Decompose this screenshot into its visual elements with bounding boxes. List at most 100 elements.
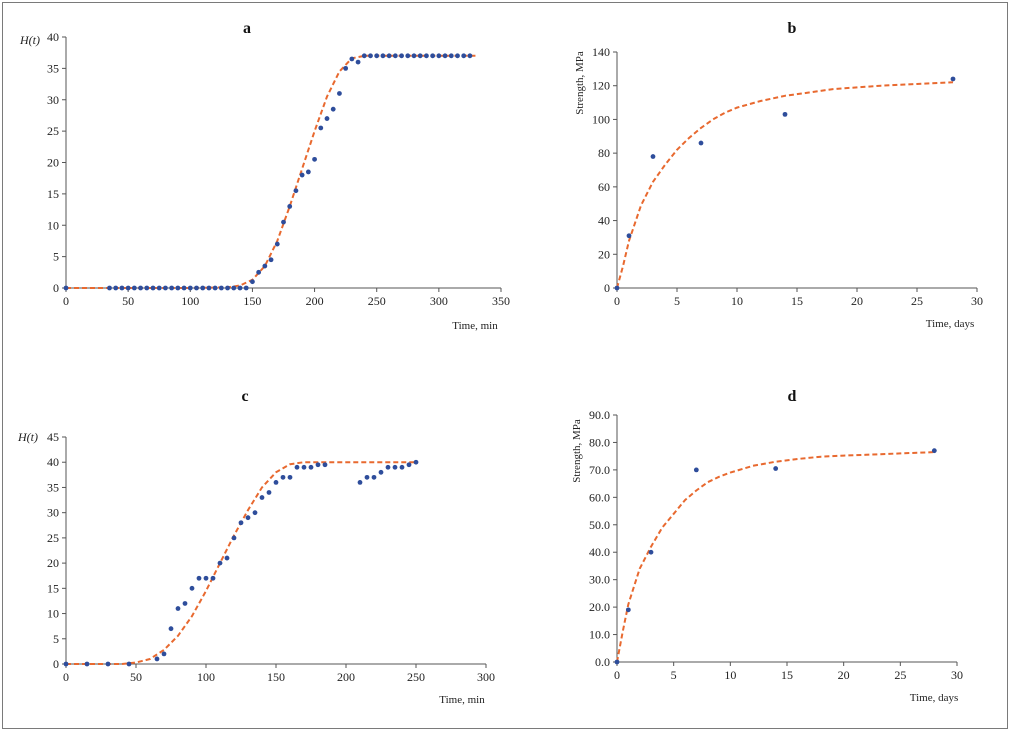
data-point <box>243 285 249 291</box>
x-tick-label: 300 <box>430 294 448 308</box>
data-point <box>273 480 279 485</box>
panel-c-label: c <box>241 388 248 405</box>
x-tick-label: 10 <box>731 294 743 308</box>
data-point <box>189 585 195 591</box>
data-point <box>385 464 391 470</box>
x-tick-label: 25 <box>894 668 906 682</box>
panel-d-ylabel: Strength, MPa <box>571 419 583 483</box>
x-tick-label: 350 <box>492 294 510 308</box>
data-point <box>231 535 237 541</box>
model-fit-line <box>66 54 477 289</box>
data-point <box>274 241 280 247</box>
data-point <box>144 285 150 291</box>
data-point <box>231 285 237 291</box>
data-point <box>196 575 202 581</box>
panel-c-xlabel: Time, min <box>439 694 485 706</box>
panel-d-label: d <box>788 388 797 405</box>
data-point <box>467 53 473 59</box>
data-point <box>281 219 286 225</box>
y-tick-label: 25 <box>47 531 59 545</box>
data-point <box>614 285 620 291</box>
panel-b-label: b <box>788 20 797 37</box>
data-point <box>161 651 167 657</box>
y-tick-label: 60.0 <box>589 490 610 504</box>
y-tick-label: 20 <box>598 247 610 261</box>
data-point <box>343 65 349 71</box>
data-point <box>392 464 398 470</box>
y-tick-label: 40 <box>47 30 59 44</box>
panel-d: d Strength, MPa Time, days 0.0 10.0 20.0 30… <box>571 388 963 704</box>
data-point <box>138 285 143 291</box>
panel-b-plot: 0 20 40 60 80 100 120 140 0 5 10 15 20 25 30 <box>592 45 983 308</box>
panel-a-label: a <box>243 20 251 37</box>
x-tick-label: 0 <box>614 294 620 308</box>
panel-b-ylabel: Strength, MPa <box>574 51 586 115</box>
data-point <box>626 233 632 239</box>
x-tick-label: 50 <box>130 670 142 684</box>
x-tick-label: 100 <box>197 670 215 684</box>
x-tick-label: 20 <box>838 668 850 682</box>
y-tick-label: 45 <box>47 430 59 444</box>
data-point <box>782 111 788 117</box>
x-tick-label: 25 <box>911 294 923 308</box>
data-point <box>368 53 373 59</box>
x-tick-label: 50 <box>122 294 134 308</box>
y-tick-label: 100 <box>592 112 610 126</box>
model-fit-line <box>66 461 416 665</box>
x-tick-label: 20 <box>851 294 863 308</box>
data-point <box>448 53 454 59</box>
data-point <box>181 285 187 291</box>
y-tick-label: 5 <box>53 250 59 264</box>
data-point <box>315 462 321 468</box>
data-point <box>411 53 417 59</box>
data-point <box>650 154 656 159</box>
data-point <box>392 53 398 59</box>
data-point <box>113 285 119 291</box>
data-point <box>693 467 699 473</box>
model-fit-line <box>616 451 935 663</box>
data-point <box>349 56 355 62</box>
data-point <box>374 53 380 59</box>
y-tick-label: 25 <box>47 124 59 138</box>
data-point <box>312 156 317 162</box>
y-tick-label: 80.0 <box>589 435 610 449</box>
data-point <box>150 285 156 291</box>
y-tick-label: 20.0 <box>589 600 610 614</box>
x-tick-label: 5 <box>674 294 680 308</box>
data-point <box>413 459 419 465</box>
y-tick-label: 50.0 <box>589 518 610 532</box>
data-point <box>455 53 460 59</box>
data-point <box>187 285 193 291</box>
data-point <box>308 464 314 470</box>
x-tick-label: 250 <box>368 294 386 308</box>
x-tick-label: 10 <box>724 668 736 682</box>
x-tick-label: 200 <box>306 294 324 308</box>
y-tick-label: 30 <box>47 506 59 520</box>
y-tick-label: 20 <box>47 156 59 170</box>
panel-d-plot: 0.0 10.0 20.0 30.0 40.0 50.0 60.0 70.0 80.0 90.0 0… <box>589 408 963 682</box>
panel-c-ylabel: H(t) <box>17 430 38 444</box>
x-tick-label: 5 <box>671 668 677 682</box>
data-point <box>175 606 181 611</box>
panel-c: c H(t) Time, min 0 5 10 15 20 25 30 35 40 45 0 50 10… <box>17 388 495 706</box>
y-tick-label: 15 <box>47 187 59 201</box>
data-point <box>175 285 181 291</box>
x-tick-label: 100 <box>181 294 199 308</box>
data-point <box>698 140 704 146</box>
panel-c-plot: 0 5 10 15 20 25 30 35 40 45 0 50 100 150 200 250 300 <box>47 430 495 684</box>
panel-a: a H(t) Time, min 0 5 10 15 20 25 30 35 40 0 50 100 1… <box>19 20 510 332</box>
data-point <box>294 464 300 470</box>
data-point <box>330 106 336 112</box>
y-tick-label: 0 <box>53 281 59 295</box>
y-tick-label: 120 <box>592 79 610 93</box>
data-point <box>131 285 137 291</box>
x-tick-label: 0 <box>614 668 620 682</box>
data-point <box>305 169 311 175</box>
y-tick-label: 40.0 <box>589 545 610 559</box>
panel-b-xlabel: Time, days <box>926 318 975 330</box>
data-point <box>259 495 265 500</box>
data-point <box>950 76 956 82</box>
y-tick-label: 35 <box>47 61 59 75</box>
